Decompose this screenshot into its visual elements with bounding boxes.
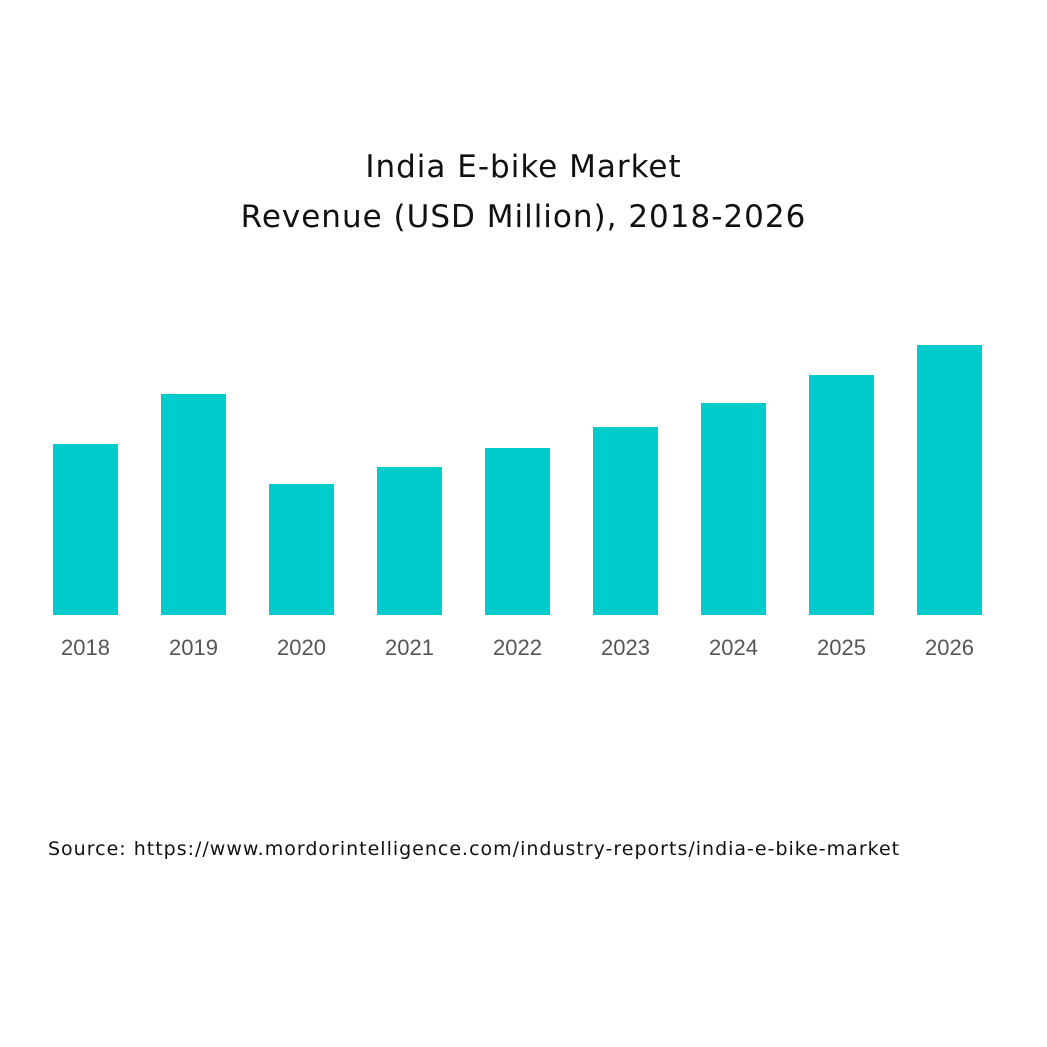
x-tick-2024: 2024 <box>709 635 758 660</box>
x-tick-2021: 2021 <box>385 635 434 660</box>
x-tick-2023: 2023 <box>601 635 650 660</box>
x-tick-2018: 2018 <box>61 635 110 660</box>
bar-chart: 2018 2019 2020 2021 2022 2023 2024 2025 2026 <box>53 345 982 660</box>
bar-2018 <box>53 444 118 615</box>
bar-2019 <box>161 394 226 615</box>
x-tick-2025: 2025 <box>817 635 866 660</box>
bar-2026 <box>917 345 982 615</box>
bar-2023 <box>593 427 658 615</box>
bar-2025 <box>809 375 874 615</box>
bar-2024 <box>701 403 766 615</box>
x-tick-2026: 2026 <box>925 635 974 660</box>
bar-2021 <box>377 467 442 615</box>
chart-title: India E-bike Market <box>365 149 682 185</box>
source-note: Source: https://www.mordorintelligence.c… <box>48 838 901 860</box>
x-tick-2019: 2019 <box>169 635 218 660</box>
x-tick-2020: 2020 <box>277 635 326 660</box>
bar-2020 <box>269 484 334 615</box>
bar-2022 <box>485 448 550 615</box>
x-tick-2022: 2022 <box>493 635 542 660</box>
chart-title-block: India E-bike Market Revenue (USD Million… <box>0 142 1047 242</box>
chart-subtitle: Revenue (USD Million), 2018-2026 <box>240 199 807 235</box>
